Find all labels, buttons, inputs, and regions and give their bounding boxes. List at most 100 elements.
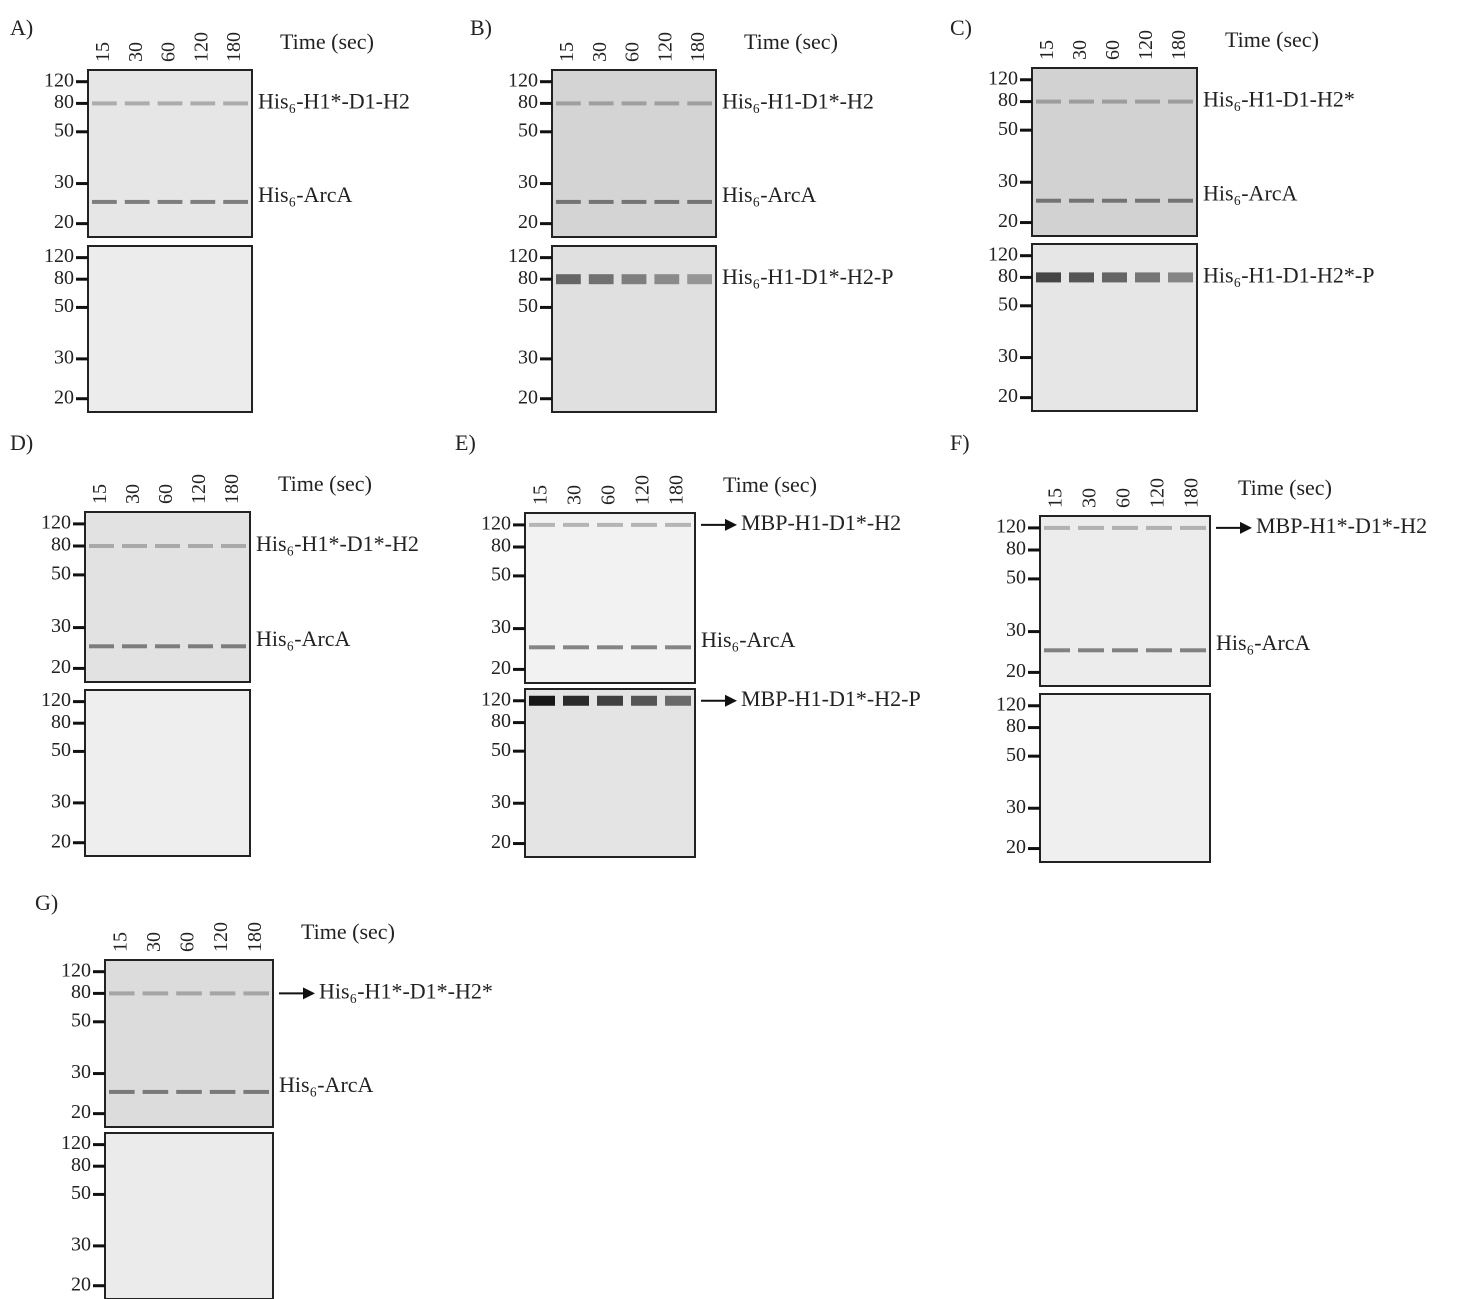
marker-label: 80 — [54, 267, 74, 289]
band — [155, 644, 180, 648]
marker-label: 20 — [54, 211, 74, 233]
marker-label: 50 — [1006, 744, 1026, 766]
marker-label: 20 — [71, 1101, 91, 1123]
marker-label: 120 — [41, 511, 71, 533]
band-label: MBP-H1-D1*-H2 — [741, 510, 901, 535]
band — [1102, 199, 1127, 203]
marker-label: 120 — [988, 67, 1018, 89]
lane-label: 15 — [1036, 40, 1058, 60]
band — [589, 101, 614, 105]
panel-label: D) — [10, 430, 33, 455]
marker-label: 20 — [51, 830, 71, 852]
band — [622, 101, 647, 105]
band-label: His₆-ArcA — [1203, 181, 1298, 206]
marker-label: 30 — [54, 171, 74, 193]
marker-label: 30 — [518, 346, 538, 368]
band — [622, 200, 647, 204]
gel — [85, 690, 250, 856]
band-label: MBP-H1-D1*-H2-P — [741, 686, 921, 711]
band — [158, 200, 183, 204]
band — [665, 696, 691, 706]
marker-label: 120 — [508, 69, 538, 91]
marker-label: 20 — [998, 385, 1018, 407]
band — [221, 544, 246, 548]
marker-label: 50 — [518, 295, 538, 317]
band — [89, 544, 114, 548]
panel-label: G) — [35, 890, 58, 915]
arrow-head — [1240, 522, 1252, 534]
band — [1102, 272, 1127, 282]
marker-label: 80 — [518, 267, 538, 289]
time-label: Time (sec) — [301, 919, 395, 944]
marker-label: 20 — [1006, 660, 1026, 682]
panel-label: C) — [950, 15, 972, 40]
band — [176, 1090, 202, 1094]
band — [631, 523, 657, 527]
lane-label: 30 — [1069, 40, 1091, 60]
band — [1044, 526, 1070, 530]
band — [563, 696, 589, 706]
marker-label: 50 — [1006, 566, 1026, 588]
gel — [85, 512, 250, 682]
marker-label: 80 — [51, 711, 71, 733]
arrow-head — [725, 695, 737, 707]
time-label: Time (sec) — [278, 471, 372, 496]
gel — [105, 1133, 273, 1299]
band — [597, 696, 623, 706]
marker-label: 120 — [988, 243, 1018, 265]
time-label: Time (sec) — [280, 29, 374, 54]
band — [92, 101, 117, 105]
lane-label: 60 — [1102, 40, 1124, 60]
marker-label: 30 — [1006, 796, 1026, 818]
gel — [552, 246, 716, 412]
figure: A)153060120180Time (sec)12080503020His₆-… — [0, 0, 1473, 1299]
band — [1180, 648, 1206, 652]
marker-label: 50 — [71, 1182, 91, 1204]
band — [210, 991, 236, 995]
band — [597, 645, 623, 649]
marker-label: 80 — [998, 265, 1018, 287]
lane-label: 120 — [1147, 478, 1169, 508]
lane-label: 15 — [530, 485, 552, 505]
band — [665, 645, 691, 649]
band-label: His₆-ArcA — [258, 182, 353, 207]
time-label: Time (sec) — [744, 29, 838, 54]
band — [109, 991, 135, 995]
band — [190, 101, 215, 105]
marker-label: 120 — [996, 693, 1026, 715]
lane-label: 180 — [687, 32, 709, 62]
marker-label: 20 — [491, 831, 511, 853]
lane-label: 180 — [1181, 478, 1203, 508]
marker-label: 120 — [44, 69, 74, 91]
band-label: His₆-H1*-D1*-H2 — [256, 531, 419, 556]
lane-label: 30 — [143, 932, 165, 952]
gel — [1040, 694, 1210, 862]
panel-label: F) — [950, 430, 970, 455]
band — [188, 544, 213, 548]
lane-label: 120 — [654, 32, 676, 62]
marker-label: 30 — [71, 1233, 91, 1255]
gel — [88, 246, 252, 412]
marker-label: 50 — [491, 563, 511, 585]
marker-label: 80 — [518, 91, 538, 113]
marker-label: 50 — [998, 118, 1018, 140]
band — [687, 200, 712, 204]
band-label: His₆-H1-D1*-H2 — [722, 88, 874, 113]
gel — [1032, 244, 1197, 411]
marker-label: 20 — [1006, 836, 1026, 858]
marker-label: 20 — [54, 386, 74, 408]
band — [125, 200, 150, 204]
band — [188, 644, 213, 648]
band — [1078, 648, 1104, 652]
lane-label: 15 — [1045, 488, 1067, 508]
band — [1069, 100, 1094, 104]
time-label: Time (sec) — [1238, 475, 1332, 500]
band — [243, 1090, 269, 1094]
lane-label: 180 — [666, 475, 688, 505]
band — [1036, 100, 1061, 104]
marker-label: 20 — [518, 386, 538, 408]
band-label: His₆-ArcA — [256, 626, 351, 651]
band-label: His₆-ArcA — [279, 1072, 374, 1097]
lane-label: 15 — [89, 484, 111, 504]
band — [1135, 272, 1160, 282]
